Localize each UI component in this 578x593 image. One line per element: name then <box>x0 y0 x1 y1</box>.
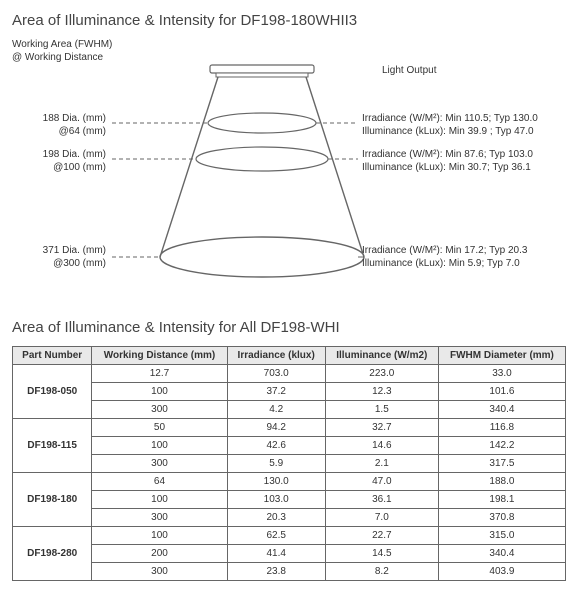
table-row: DF198-18064130.047.0188.0 <box>13 473 566 491</box>
table-cell: 14.5 <box>325 545 438 563</box>
col-fwhm: FWHM Diameter (mm) <box>438 347 565 365</box>
table-cell: 47.0 <box>325 473 438 491</box>
page-title: Area of Illuminance & Intensity for DF19… <box>12 12 566 29</box>
table-cell: 100 <box>92 437 227 455</box>
table-cell: 300 <box>92 455 227 473</box>
table-cell: 33.0 <box>438 365 565 383</box>
dia-0: 188 Dia. (mm) <box>6 113 106 126</box>
table-cell: 100 <box>92 491 227 509</box>
table-cell: 36.1 <box>325 491 438 509</box>
table-cell: 42.6 <box>227 437 325 455</box>
table-cell: 100 <box>92 527 227 545</box>
illuminance-table: Part Number Working Distance (mm) Irradi… <box>12 346 566 581</box>
table-cell: 101.6 <box>438 383 565 401</box>
table-cell: 317.5 <box>438 455 565 473</box>
table-cell: 4.2 <box>227 401 325 419</box>
table-cell: 7.0 <box>325 509 438 527</box>
table-cell: 198.1 <box>438 491 565 509</box>
table-cell: 340.4 <box>438 401 565 419</box>
table-cell: 62.5 <box>227 527 325 545</box>
table-cell: 103.0 <box>227 491 325 509</box>
table-cell: 2.1 <box>325 455 438 473</box>
part-number-cell: DF198-180 <box>13 473 92 527</box>
part-number-cell: DF198-115 <box>13 419 92 473</box>
light-output-label: Light Output <box>382 65 436 78</box>
table-cell: 370.8 <box>438 509 565 527</box>
table-cell: 300 <box>92 401 227 419</box>
table-cell: 22.7 <box>325 527 438 545</box>
table-row: 30023.88.2403.9 <box>13 563 566 581</box>
table-row: 20041.414.5340.4 <box>13 545 566 563</box>
table-row: DF198-05012.7703.0223.033.0 <box>13 365 566 383</box>
table-cell: 8.2 <box>325 563 438 581</box>
table-cell: 340.4 <box>438 545 565 563</box>
table-cell: 403.9 <box>438 563 565 581</box>
table-cell: 300 <box>92 563 227 581</box>
table-cell: 37.2 <box>227 383 325 401</box>
table-row: 3004.21.5340.4 <box>13 401 566 419</box>
table-cell: 116.8 <box>438 419 565 437</box>
table-cell: 200 <box>92 545 227 563</box>
table-cell: 100 <box>92 383 227 401</box>
working-area-header-text: Working Area (FWHM) @ Working Distance <box>12 39 112 63</box>
table-cell: 41.4 <box>227 545 325 563</box>
col-working-distance: Working Distance (mm) <box>92 347 227 365</box>
table-cell: 23.8 <box>227 563 325 581</box>
table-cell: 32.7 <box>325 419 438 437</box>
at-1: @100 (mm) <box>6 162 106 175</box>
table-cell: 1.5 <box>325 401 438 419</box>
table-row: 30020.37.0370.8 <box>13 509 566 527</box>
level-right-2: Irradiance (W/M²): Min 17.2; Typ 20.3 Il… <box>362 245 562 270</box>
table-cell: 188.0 <box>438 473 565 491</box>
dia-1: 198 Dia. (mm) <box>6 149 106 162</box>
col-irradiance: Irradiance (klux) <box>227 347 325 365</box>
ill-1: Illuminance (kLux): Min 30.7; Typ 36.1 <box>362 162 562 175</box>
table-cell: 5.9 <box>227 455 325 473</box>
table-row: DF198-1155094.232.7116.8 <box>13 419 566 437</box>
col-part-number: Part Number <box>13 347 92 365</box>
table-row: 3005.92.1317.5 <box>13 455 566 473</box>
level-left-0: 188 Dia. (mm) @64 (mm) <box>6 113 106 138</box>
level-left-1: 198 Dia. (mm) @100 (mm) <box>6 149 106 174</box>
table-cell: 20.3 <box>227 509 325 527</box>
table-cell: 12.7 <box>92 365 227 383</box>
part-number-cell: DF198-280 <box>13 527 92 581</box>
col-illuminance: Illuminance (W/m2) <box>325 347 438 365</box>
table-row: 10042.614.6142.2 <box>13 437 566 455</box>
table-row: 10037.212.3101.6 <box>13 383 566 401</box>
working-area-header: Working Area (FWHM) @ Working Distance <box>12 39 142 64</box>
table-title: Area of Illuminance & Intensity for All … <box>12 319 566 336</box>
table-cell: 50 <box>92 419 227 437</box>
irr-1: Irradiance (W/M²): Min 87.6; Typ 103.0 <box>362 149 562 162</box>
level-left-2: 371 Dia. (mm) @300 (mm) <box>6 245 106 270</box>
level-right-1: Irradiance (W/M²): Min 87.6; Typ 103.0 I… <box>362 149 562 174</box>
cone-diagram: Working Area (FWHM) @ Working Distance L… <box>12 39 566 295</box>
table-cell: 300 <box>92 509 227 527</box>
table-cell: 142.2 <box>438 437 565 455</box>
irr-2: Irradiance (W/M²): Min 17.2; Typ 20.3 <box>362 245 562 258</box>
table-header-row: Part Number Working Distance (mm) Irradi… <box>13 347 566 365</box>
part-number-cell: DF198-050 <box>13 365 92 419</box>
table-cell: 94.2 <box>227 419 325 437</box>
table-cell: 703.0 <box>227 365 325 383</box>
dia-2: 371 Dia. (mm) <box>6 245 106 258</box>
irr-0: Irradiance (W/M²): Min 110.5; Typ 130.0 <box>362 113 562 126</box>
table-cell: 315.0 <box>438 527 565 545</box>
table-row: DF198-28010062.522.7315.0 <box>13 527 566 545</box>
level-right-0: Irradiance (W/M²): Min 110.5; Typ 130.0 … <box>362 113 562 138</box>
table-cell: 64 <box>92 473 227 491</box>
table-cell: 12.3 <box>325 383 438 401</box>
table-cell: 223.0 <box>325 365 438 383</box>
table-body: DF198-05012.7703.0223.033.010037.212.310… <box>13 365 566 581</box>
at-0: @64 (mm) <box>6 126 106 139</box>
ill-0: Illuminance (kLux): Min 39.9 ; Typ 47.0 <box>362 126 562 139</box>
table-cell: 14.6 <box>325 437 438 455</box>
at-2: @300 (mm) <box>6 258 106 271</box>
table-row: 100103.036.1198.1 <box>13 491 566 509</box>
table-cell: 130.0 <box>227 473 325 491</box>
ill-2: Illuminance (kLux): Min 5.9; Typ 7.0 <box>362 258 562 271</box>
